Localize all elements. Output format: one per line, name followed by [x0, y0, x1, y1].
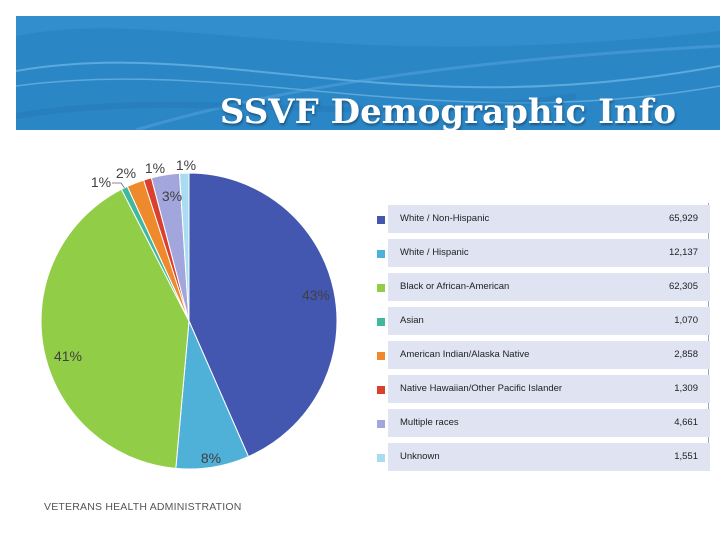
legend-swatch: [377, 318, 385, 326]
legend-row-band: [388, 341, 710, 369]
legend-category-name: Asian: [400, 315, 424, 326]
legend-category-count: 2,858: [674, 349, 698, 360]
legend-swatch: [377, 284, 385, 292]
legend-category-count: 62,305: [668, 281, 698, 292]
title-banner: SSVF Demographic Info: [16, 16, 720, 130]
legend-category-count: 4,661: [674, 417, 698, 428]
pie-data-label: 41%: [54, 348, 82, 364]
legend-category-count: 1,070: [674, 315, 698, 326]
banner-wave-decoration: [16, 16, 720, 130]
slide-title: SSVF Demographic Info: [219, 92, 676, 130]
legend-category-name: Multiple races: [400, 417, 459, 428]
legend-category-name: White / Non-Hispanic: [400, 213, 490, 224]
legend-row-band: [388, 409, 710, 437]
pie-chart: 43% 8% 41% 1% 2% 1% 3% 1%: [40, 157, 338, 470]
legend-row: Black or African-American 62,305: [370, 271, 710, 305]
legend-category-count: 1,309: [674, 383, 698, 394]
legend-row: Unknown 1,551: [370, 441, 710, 475]
legend-row-band: [388, 273, 710, 301]
pie-data-label: 43%: [302, 287, 330, 303]
legend-row: American Indian/Alaska Native 2,858: [370, 339, 710, 373]
legend-row: White / Non-Hispanic 65,929: [370, 203, 710, 237]
pie-data-label: 2%: [116, 165, 136, 181]
pie-data-label: 3%: [162, 188, 182, 204]
legend-row-band: [388, 239, 710, 267]
legend-category-name: White / Hispanic: [400, 247, 469, 258]
legend-category-name: American Indian/Alaska Native: [400, 349, 530, 360]
pie-data-label: 1%: [145, 160, 165, 176]
legend-row: Asian 1,070: [370, 305, 710, 339]
pie-data-label: 1%: [91, 174, 111, 190]
chart-legend-table: White / Non-Hispanic 65,929 White / Hispan…: [370, 203, 710, 471]
legend-swatch: [377, 352, 385, 360]
legend-category-name: Unknown: [400, 451, 440, 462]
legend-swatch: [377, 216, 385, 224]
legend-category-count: 65,929: [668, 213, 698, 224]
footer-text: VETERANS HEALTH ADMINISTRATION: [44, 501, 242, 513]
legend-row-band: [388, 443, 710, 471]
pie-slice-unknown: [178, 172, 190, 322]
pie-slice-black-or-african-american: [40, 188, 190, 469]
legend-category-count: 1,551: [674, 451, 698, 462]
legend-swatch: [377, 386, 385, 394]
legend-row: Multiple races 4,661: [370, 407, 710, 441]
pie-data-label: 8%: [201, 450, 221, 466]
legend-swatch: [377, 250, 385, 258]
pie-data-label: 1%: [176, 157, 196, 173]
legend-row-band: [388, 375, 710, 403]
legend-category-name: Native Hawaiian/Other Pacific Islander: [400, 383, 563, 394]
label-leader-line: [112, 182, 125, 189]
legend-category-name: Black or African-American: [400, 281, 510, 292]
legend-row-band: [388, 307, 710, 335]
legend-category-count: 12,137: [668, 247, 698, 258]
legend-swatch: [377, 420, 385, 428]
pie-slice-white-non-hispanic: [188, 172, 338, 458]
legend-row: Native Hawaiian/Other Pacific Islander 1,…: [370, 373, 710, 407]
legend-row-band: [388, 205, 710, 233]
legend-swatch: [377, 454, 385, 462]
legend-row: White / Hispanic 12,137: [370, 237, 710, 271]
